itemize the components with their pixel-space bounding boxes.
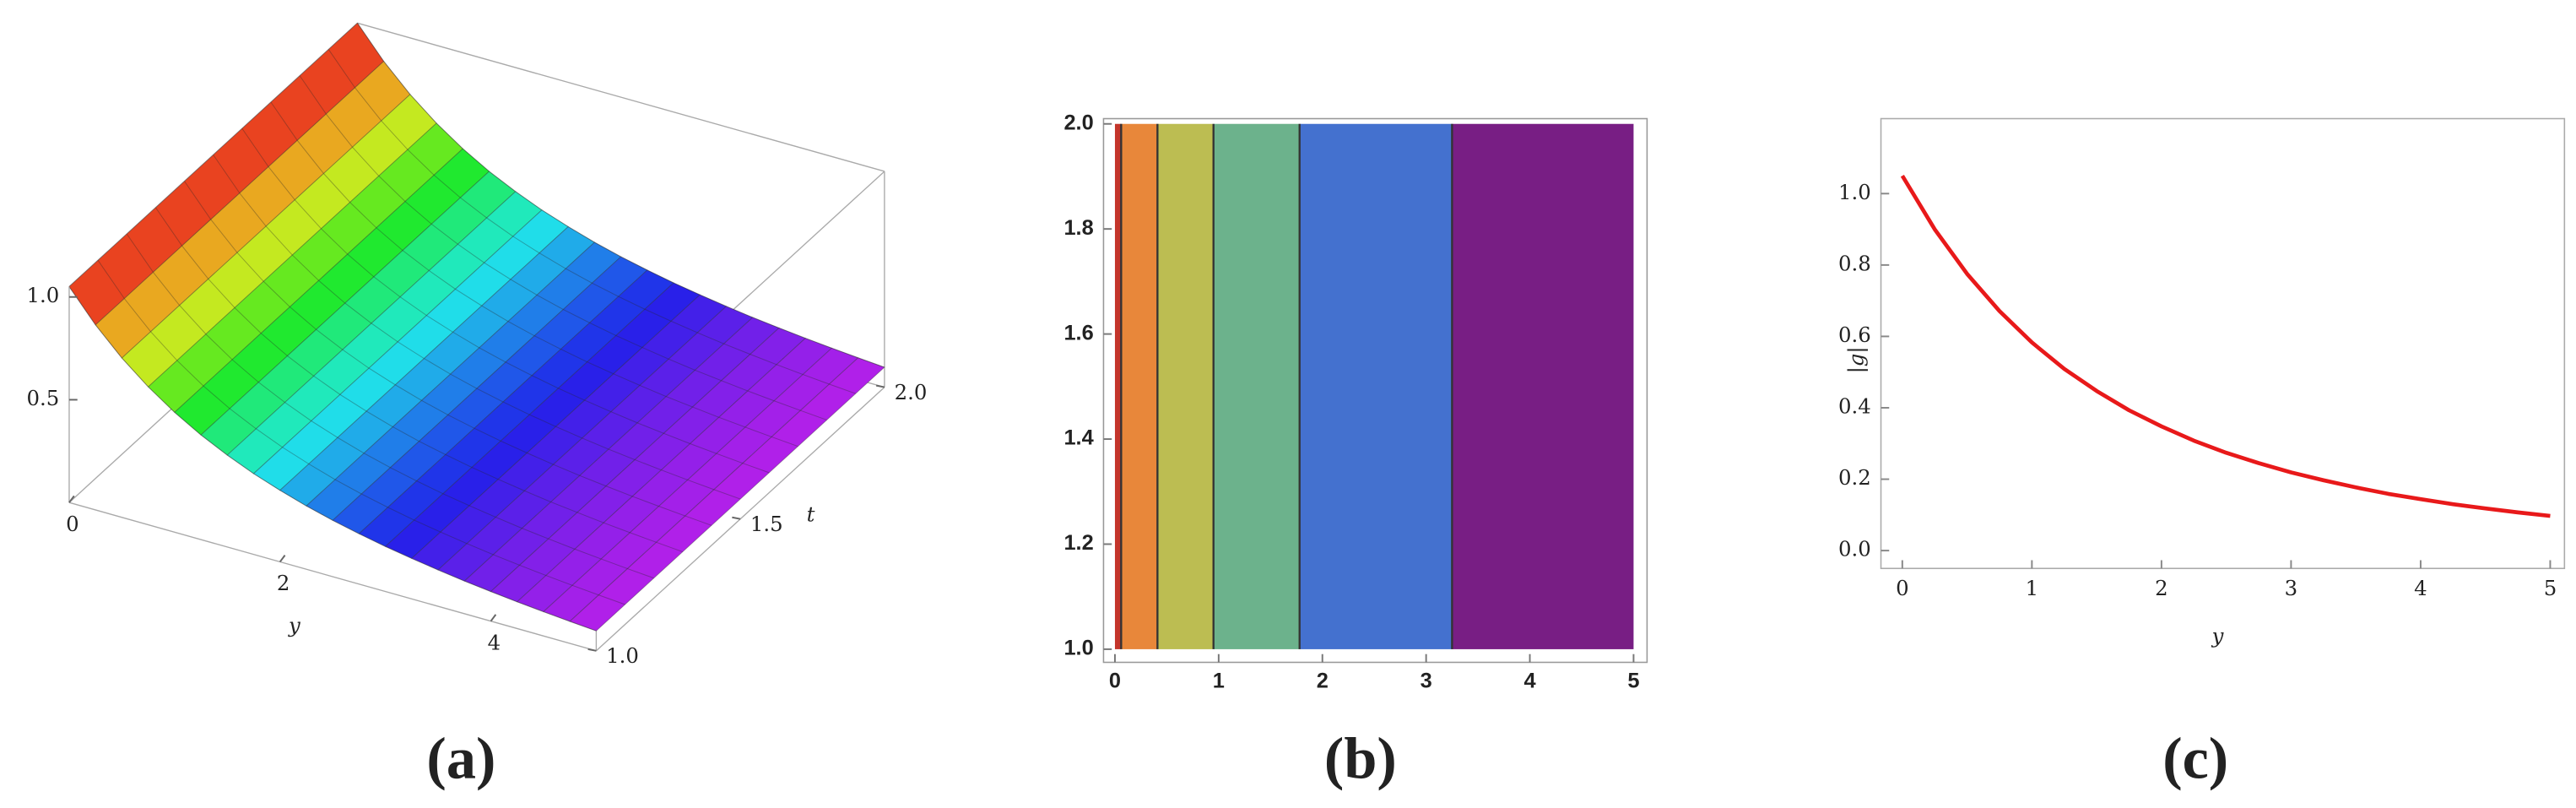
t-axis-tick-label: 1.5	[750, 512, 783, 536]
mesh-line	[299, 75, 827, 420]
y-axis-label: y	[288, 613, 301, 637]
x-tick-label: 0	[1109, 670, 1121, 693]
y-axis-tick-label: 4	[488, 631, 501, 655]
mesh-line	[155, 207, 684, 552]
y-axis-tick	[279, 555, 286, 563]
mesh-line	[97, 260, 625, 605]
mesh-line	[184, 181, 712, 526]
y-tick-label: 0.0	[1838, 537, 1871, 561]
y-tick-label: 1.8	[1063, 216, 1093, 240]
x-axis-label: y	[2211, 624, 2225, 648]
data-line	[1900, 174, 2551, 518]
box-edge	[357, 22, 885, 172]
x-tick-label: 4	[2414, 576, 2427, 600]
contour-band	[1114, 123, 1122, 649]
panel-caption: (c)	[2162, 726, 2228, 792]
t-axis-tick	[875, 384, 885, 388]
x-tick-label: 5	[1627, 670, 1639, 693]
t-axis-tick-label: 1.0	[606, 643, 639, 668]
y-tick-label: 1.0	[1063, 637, 1093, 660]
t-axis-label: t	[807, 502, 815, 526]
x-tick-label: 1	[2026, 576, 2039, 600]
contour-band	[1157, 123, 1214, 649]
y-axis-tick	[490, 614, 497, 622]
mesh-line	[68, 286, 597, 632]
box-edge	[68, 502, 597, 652]
x-tick-label: 1	[1213, 670, 1225, 693]
x-tick-label: 2	[2155, 576, 2168, 600]
z-tick-label: 1.0	[26, 283, 59, 307]
mesh-line	[357, 23, 885, 368]
t-axis-tick	[587, 648, 597, 652]
y-tick-label: 0.8	[1838, 251, 1871, 275]
frame	[1102, 117, 1648, 664]
y-tick-label: 1.4	[1063, 426, 1093, 450]
y-tick-label: 0.2	[1838, 465, 1871, 490]
y-axis-tick-label: 0	[66, 512, 79, 536]
mesh-line	[126, 233, 654, 579]
x-tick-label: 3	[1421, 670, 1432, 693]
contour-band	[1121, 123, 1158, 649]
z-tick-label: 0.5	[26, 386, 59, 410]
x-tick-label: 2	[1317, 670, 1329, 693]
y-axis-tick	[68, 495, 75, 503]
x-tick-label: 4	[1523, 670, 1535, 693]
t-axis-tick-label: 2.0	[895, 380, 928, 404]
panel-caption: (b)	[1324, 726, 1397, 792]
panel-caption: (a)	[426, 726, 495, 792]
y-axis-tick-label: 2	[277, 571, 290, 595]
mesh-line	[213, 155, 741, 500]
y-tick-label: 0.4	[1838, 393, 1871, 418]
y-tick-label: 2.0	[1063, 111, 1093, 134]
y-tick-label: 1.0	[1838, 180, 1871, 204]
mesh-line	[327, 49, 856, 394]
frame	[1880, 117, 2566, 570]
y-tick-label: 1.6	[1063, 321, 1093, 344]
contour-band	[1299, 123, 1453, 649]
mesh-line	[241, 127, 770, 474]
y-axis-label: |g|	[1844, 346, 1870, 373]
mesh-line	[270, 101, 798, 447]
y-tick-label: 1.2	[1063, 531, 1093, 555]
contour-band	[1213, 123, 1300, 649]
x-tick-label: 3	[2285, 576, 2298, 600]
x-tick-label: 0	[1896, 576, 1909, 600]
contour-band	[1452, 123, 1634, 649]
t-axis-tick	[732, 516, 741, 520]
x-tick-label: 5	[2544, 576, 2557, 600]
y-tick-label: 0.6	[1838, 323, 1871, 347]
surface-patch	[569, 357, 885, 632]
